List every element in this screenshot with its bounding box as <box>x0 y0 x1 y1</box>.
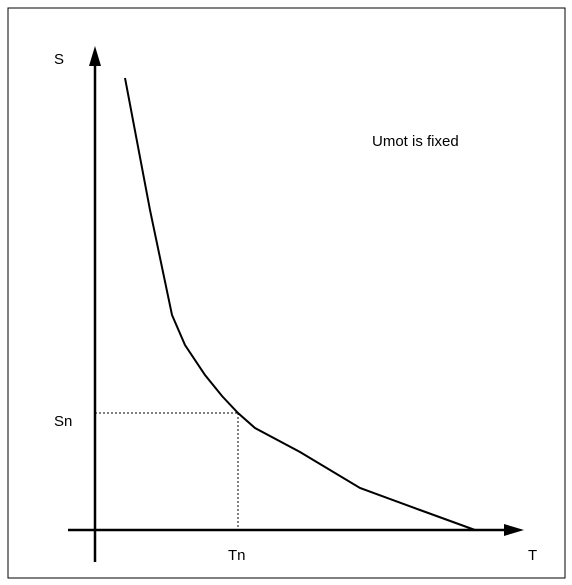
tn-label: Tn <box>228 547 246 564</box>
annotation: Umot is fixed <box>372 133 459 150</box>
x-arrow <box>504 524 524 536</box>
curve <box>124 77 476 531</box>
y-arrow <box>89 46 101 66</box>
x-axis-label: T <box>528 547 537 564</box>
y-axis-label: S <box>54 51 64 68</box>
sn-label: Sn <box>54 413 72 430</box>
frame <box>7 7 566 579</box>
